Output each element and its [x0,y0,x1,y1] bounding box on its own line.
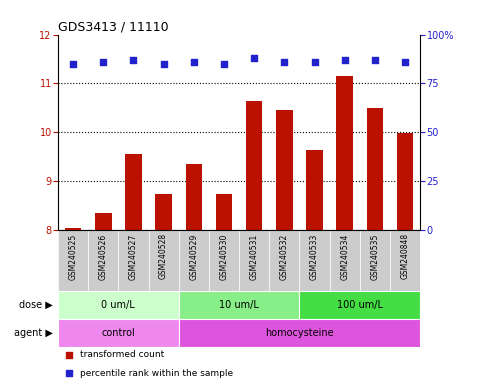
Point [341,57,349,63]
Bar [179,230,209,291]
Bar [209,230,239,291]
Text: GSM240530: GSM240530 [219,233,228,280]
Point [371,57,379,63]
Bar [299,291,420,319]
Bar [58,291,179,319]
Bar [118,230,149,291]
Point [281,59,288,65]
Text: dose ▶: dose ▶ [19,300,53,310]
Text: percentile rank within the sample: percentile rank within the sample [80,369,233,378]
Text: GSM240528: GSM240528 [159,233,168,280]
Text: GSM240534: GSM240534 [340,233,349,280]
Point [190,59,198,65]
Bar [239,230,270,291]
Text: GSM240525: GSM240525 [69,233,78,280]
Bar [179,291,299,319]
Bar [367,108,383,230]
Bar [216,194,232,230]
Bar [65,228,81,230]
Bar [125,154,142,230]
Bar [156,194,172,230]
Text: 10 um/L: 10 um/L [219,300,259,310]
Bar [306,149,323,230]
Bar [185,164,202,230]
Bar [88,230,118,291]
Text: GSM240529: GSM240529 [189,233,199,280]
Text: transformed count: transformed count [80,351,164,359]
Text: 0 um/L: 0 um/L [101,300,135,310]
Point [250,55,258,61]
Bar [246,101,262,230]
Point [311,59,318,65]
Text: GSM240527: GSM240527 [129,233,138,280]
Point [65,352,73,358]
Point [99,59,107,65]
Point [160,61,168,67]
Text: GSM240848: GSM240848 [400,233,410,280]
Bar [149,230,179,291]
Bar [360,230,390,291]
Bar [330,230,360,291]
Bar [95,213,112,230]
Text: homocysteine: homocysteine [265,328,334,338]
Text: GSM240535: GSM240535 [370,233,380,280]
Text: GSM240531: GSM240531 [250,233,259,280]
Point [220,61,228,67]
Point [129,57,137,63]
Text: GDS3413 / 11110: GDS3413 / 11110 [58,20,169,33]
Text: GSM240532: GSM240532 [280,233,289,280]
Bar [276,111,293,230]
Text: agent ▶: agent ▶ [14,328,53,338]
Point [401,59,409,65]
Text: GSM240526: GSM240526 [99,233,108,280]
Text: control: control [101,328,135,338]
Point [69,61,77,67]
Text: GSM240533: GSM240533 [310,233,319,280]
Point [65,370,73,376]
Bar [299,230,330,291]
Bar [337,76,353,230]
Text: 100 um/L: 100 um/L [337,300,383,310]
Bar [397,133,413,230]
Bar [58,319,179,346]
Bar [390,230,420,291]
Bar [270,230,299,291]
Bar [179,319,420,346]
Bar [58,230,88,291]
